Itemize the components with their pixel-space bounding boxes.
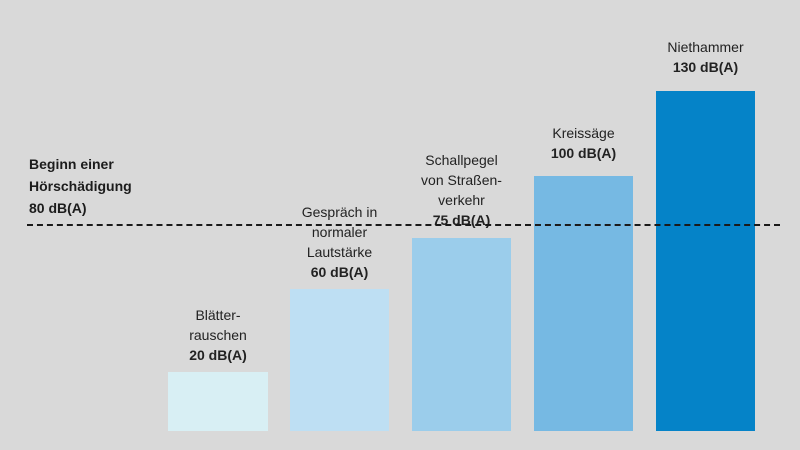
bar-label: Niethammer 130 dB(A): [636, 37, 775, 77]
bar-category-label: Schallpegel: [425, 152, 498, 168]
bar: [290, 289, 389, 431]
bar-category-label: Kreissäge: [552, 125, 615, 141]
threshold-label-line: Beginn einer: [29, 156, 114, 172]
bar: [656, 91, 755, 431]
threshold-label: Beginn einer Hörschädigung 80 dB(A): [29, 153, 132, 219]
bar-value-label: 100 dB(A): [550, 145, 617, 161]
bar-label: Schallpegel von Straßen-verkehr 75 dB(A): [392, 150, 531, 230]
bar-value-label: 20 dB(A): [189, 347, 247, 363]
bar-label: Gespräch in normaler Lautstärke 60 dB(A): [270, 202, 409, 282]
threshold-dashed-line: [27, 224, 780, 226]
bar-value-label: 130 dB(A): [672, 59, 739, 75]
threshold-label-line: Hörschädigung: [29, 178, 132, 194]
bar: [534, 176, 633, 431]
bar-category-label: von Straßen-: [421, 172, 502, 188]
bar-value-label: 75 dB(A): [432, 212, 491, 228]
bar-category-label: Lautstärke: [306, 244, 373, 260]
bar-label: Kreissäge 100 dB(A): [514, 123, 653, 163]
bar: [168, 372, 268, 431]
bar-value-label: 60 dB(A): [310, 264, 369, 280]
threshold-label-line: 80 dB(A): [29, 200, 87, 216]
bar: [412, 238, 511, 431]
bar-category-label: Niethammer: [667, 39, 744, 55]
bar-category-label: rauschen: [189, 327, 247, 343]
bar-category-label: verkehr: [438, 192, 485, 208]
bar-category-label: Gespräch in: [301, 204, 378, 220]
bar-label: Blätter-rauschen 20 dB(A): [148, 305, 288, 365]
bar-category-label: normaler: [311, 224, 368, 240]
bar-category-label: Blätter-: [195, 307, 241, 323]
